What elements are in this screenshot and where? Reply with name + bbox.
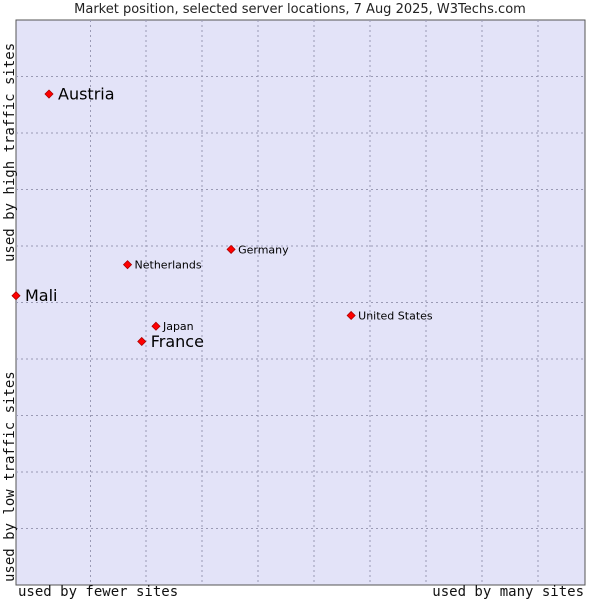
point-label-france: France [151,332,204,351]
point-label-austria: Austria [58,85,115,104]
point-label-mali: Mali [25,286,58,305]
point-united-states [346,310,356,321]
point-austria [44,89,54,99]
plot-area [15,19,586,586]
point-label-japan: Japan [162,320,194,333]
point-japan [151,321,161,331]
chart-title: Market position, selected server locatio… [74,2,526,17]
point-label-netherlands: Netherlands [135,259,202,272]
point-label-united-states: United States [358,309,433,322]
grid-lines [16,20,585,585]
y-axis-label-top: used by high traffic sites [2,42,18,262]
point-france [137,336,147,347]
point-label-germany: Germany [238,243,289,256]
y-axis-label-bottom: used by low traffic sites [2,371,18,582]
x-axis-label-right: used by many sites [432,584,584,600]
point-netherlands [122,260,133,270]
x-axis-label-left: used by fewer sites [18,584,179,600]
point-germany [226,244,236,254]
point-mali [11,291,21,301]
